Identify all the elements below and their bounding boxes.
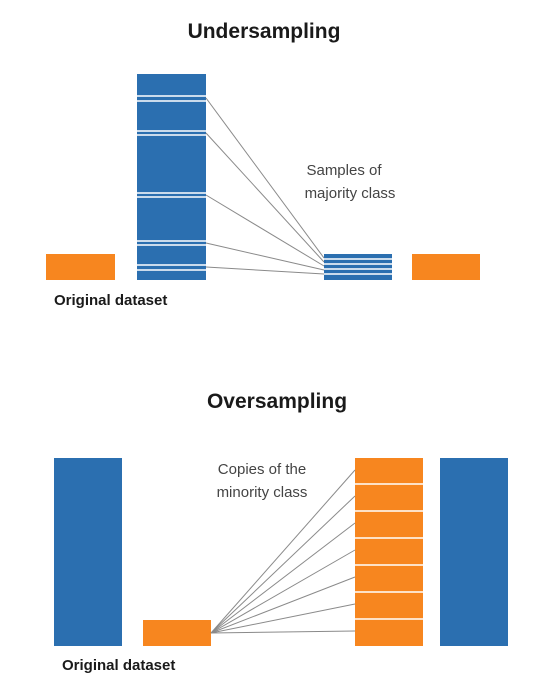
undersampling-connector-lines — [205, 97, 325, 275]
minority-copy-dividers — [355, 483, 423, 620]
oversampling-connector — [210, 522, 356, 634]
oversampling-original-dataset-label: Original dataset — [62, 657, 175, 674]
oversampling-section: Oversampling Copies of the minority clas… — [54, 390, 508, 674]
resampled-majority-block — [324, 254, 392, 280]
oversampling-connector — [210, 549, 356, 634]
undersampling-title: Undersampling — [188, 20, 341, 43]
original-minority-block — [46, 254, 115, 280]
resampled-majority-block — [440, 458, 508, 646]
oversampling-connector — [210, 576, 356, 634]
original-minority-block — [143, 620, 211, 646]
oversampling-connector — [210, 469, 356, 634]
undersampling-connector — [205, 132, 325, 263]
resampled-minority-block — [412, 254, 480, 280]
majority-sample-dividers — [137, 95, 206, 271]
resampled-minority-block — [355, 458, 423, 646]
original-majority-block — [137, 74, 206, 280]
undersampling-section: Undersampling Samples of majority class … — [46, 20, 480, 309]
undersampling-annotation-line-1: Samples of — [306, 162, 382, 179]
resampled-majority-dividers — [324, 258, 392, 275]
undersampling-connector — [205, 97, 325, 259]
oversampling-connector — [210, 495, 356, 634]
oversampling-title: Oversampling — [207, 390, 347, 413]
undersampling-connector — [205, 266, 325, 275]
original-majority-block — [54, 458, 122, 646]
undersampling-connector — [205, 242, 325, 271]
oversampling-connector — [210, 630, 356, 634]
undersampling-connector — [205, 194, 325, 267]
undersampling-original-dataset-label: Original dataset — [54, 292, 167, 309]
oversampling-connector — [210, 603, 356, 634]
oversampling-connector-lines — [210, 469, 356, 634]
oversampling-annotation-line-1: Copies of the — [218, 461, 306, 478]
undersampling-annotation-line-2: majority class — [305, 185, 396, 202]
oversampling-annotation-line-2: minority class — [217, 484, 308, 501]
